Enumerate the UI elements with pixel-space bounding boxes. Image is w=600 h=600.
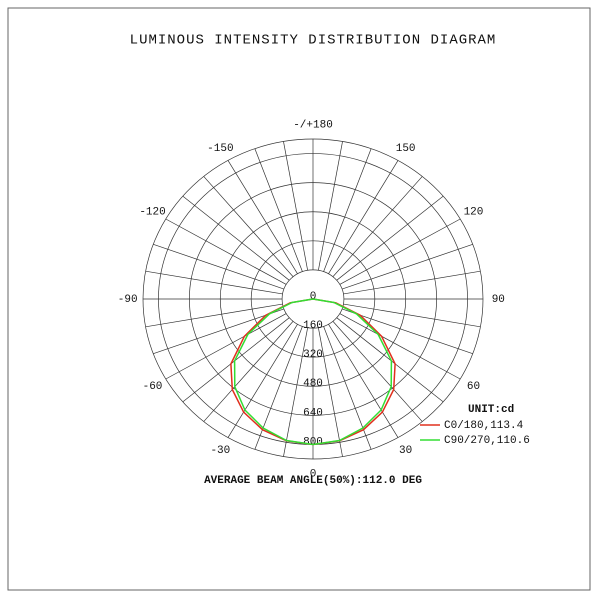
spoke	[339, 218, 461, 285]
r-tick-label: 0	[310, 291, 317, 303]
spoke	[332, 176, 423, 277]
footer: AVERAGE BEAM ANGLE(50%):112.0 DEG	[204, 475, 422, 487]
spoke	[318, 327, 343, 457]
spoke	[145, 270, 283, 295]
spoke	[339, 313, 461, 380]
theta-tick-label: 150	[396, 143, 416, 155]
spoke	[283, 141, 308, 271]
theta-tick-label: -90	[118, 294, 138, 306]
theta-tick-label: -150	[207, 143, 233, 155]
spoke	[328, 324, 399, 438]
spoke	[182, 317, 290, 403]
spoke	[336, 195, 444, 281]
spoke	[203, 176, 294, 277]
theta-tick-label: 120	[464, 207, 484, 219]
theta-tick-label: 30	[399, 445, 412, 457]
spoke	[145, 303, 283, 328]
spoke	[341, 308, 473, 355]
spoke	[165, 313, 287, 380]
spoke	[332, 321, 423, 422]
spoke	[254, 148, 303, 272]
frame	[7, 7, 591, 591]
spoke	[182, 195, 290, 281]
theta-tick-label: 0	[310, 468, 317, 480]
theta-tick-label: -/+180	[293, 120, 333, 132]
theta-tick-label: -60	[143, 381, 163, 393]
spoke	[153, 243, 285, 290]
spoke	[336, 317, 444, 403]
spoke	[341, 243, 473, 290]
spoke	[343, 303, 481, 328]
chart-title: LUMINOUS INTENSITY DISTRIBUTION DIAGRAM	[130, 33, 497, 49]
spoke	[343, 270, 481, 295]
theta-tick-label: -30	[210, 445, 230, 457]
theta-tick-label: 90	[492, 294, 505, 306]
spoke	[283, 327, 308, 457]
spoke	[323, 148, 372, 272]
theta-tick-label: -120	[139, 207, 165, 219]
spoke	[227, 324, 298, 438]
theta-tick-label: 60	[467, 381, 480, 393]
spoke	[254, 326, 303, 450]
spoke	[323, 326, 372, 450]
spoke	[227, 160, 298, 274]
legend-label: C90/270,110.6	[444, 435, 530, 447]
spoke	[153, 308, 285, 355]
r-tick-label: 160	[303, 320, 323, 332]
spoke	[318, 141, 343, 271]
spoke	[203, 321, 294, 422]
spoke	[328, 160, 399, 274]
legend-label: C0/180,113.4	[444, 420, 524, 432]
intensity-curve	[233, 298, 393, 446]
unit-label: UNIT:cd	[468, 404, 514, 416]
spoke	[165, 218, 287, 285]
